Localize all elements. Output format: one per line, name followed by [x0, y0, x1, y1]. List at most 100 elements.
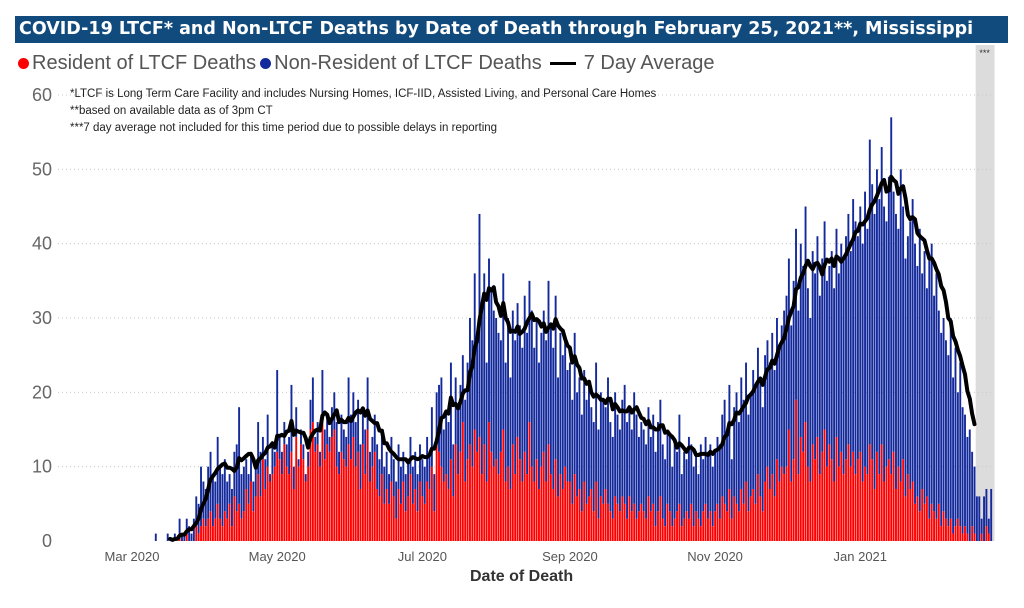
bar-non-resident — [626, 422, 628, 519]
bar-resident — [252, 511, 255, 541]
bar-resident — [238, 503, 241, 541]
bar-non-resident — [845, 236, 847, 460]
bar-non-resident — [185, 518, 188, 534]
bar-non-resident — [426, 436, 429, 482]
bar-resident — [626, 518, 628, 541]
bar-resident — [704, 503, 707, 541]
bar-resident — [518, 459, 521, 541]
bar-resident — [816, 436, 819, 541]
bar-non-resident — [811, 251, 814, 445]
bar-resident — [490, 451, 493, 541]
bar-resident — [328, 451, 331, 541]
bar-non-resident — [956, 392, 959, 519]
x-tick-label: Sep 2020 — [542, 549, 598, 564]
bar-non-resident — [214, 481, 217, 519]
bar-non-resident — [371, 436, 374, 467]
bar-resident — [604, 488, 607, 541]
bar-non-resident — [257, 422, 260, 475]
bar-non-resident — [925, 288, 928, 497]
bar-non-resident — [833, 288, 836, 482]
bar-non-resident — [854, 221, 857, 475]
bar-non-resident — [485, 362, 488, 482]
bar-resident — [561, 488, 564, 541]
bar-resident — [250, 481, 252, 541]
bar-resident — [730, 518, 733, 541]
bar-non-resident — [583, 370, 586, 482]
bar-non-resident — [966, 436, 969, 534]
bar-resident — [495, 459, 498, 541]
bar-resident — [937, 503, 940, 541]
bar-resident — [530, 466, 533, 541]
bar-non-resident — [585, 399, 588, 504]
bar-non-resident — [509, 377, 512, 489]
bar-resident — [821, 451, 824, 541]
bar-non-resident — [369, 451, 371, 482]
bar-non-resident — [945, 340, 947, 519]
bar-resident — [887, 459, 890, 541]
bar-non-resident — [373, 414, 376, 452]
bar-resident — [609, 511, 612, 541]
bar-resident — [266, 466, 269, 541]
bar-resident — [416, 511, 419, 541]
bar-resident — [373, 451, 376, 541]
bar-non-resident — [300, 429, 302, 445]
bar-non-resident — [552, 347, 555, 489]
bar-non-resident — [311, 377, 314, 423]
bar-non-resident — [849, 251, 852, 467]
bar-resident — [833, 481, 836, 541]
bar-non-resident — [266, 414, 269, 467]
bar-non-resident — [842, 258, 845, 475]
bar-non-resident — [390, 436, 393, 482]
bar-resident — [411, 503, 414, 541]
bar-non-resident — [730, 459, 733, 519]
bar-resident — [911, 481, 914, 541]
bar-non-resident — [447, 422, 450, 489]
bar-resident — [745, 481, 747, 541]
bar-non-resident — [980, 518, 983, 534]
bar-resident — [361, 444, 364, 541]
bar-resident — [430, 466, 433, 541]
bar-resident — [878, 474, 881, 541]
bar-non-resident — [749, 392, 752, 497]
bar-resident — [885, 466, 888, 541]
bar-resident — [514, 474, 517, 541]
bar-resident — [783, 474, 786, 541]
bar-resident — [906, 474, 909, 541]
bar-resident — [235, 511, 238, 541]
bar-non-resident — [328, 436, 331, 452]
line-icon — [549, 62, 576, 65]
bar-non-resident — [871, 184, 874, 460]
bar-resident — [935, 518, 938, 541]
bar-non-resident — [630, 429, 633, 512]
bar-non-resident — [433, 474, 436, 512]
bar-non-resident — [271, 444, 274, 475]
legend-item-non-resident[interactable]: Non-Resident of LTCF Deaths — [260, 52, 542, 75]
legend-item-average[interactable]: 7 Day Average — [546, 52, 715, 75]
bar-non-resident — [588, 384, 590, 497]
bar-non-resident — [778, 347, 781, 482]
bar-non-resident — [221, 474, 224, 527]
bar-resident — [247, 503, 250, 541]
bar-resident — [568, 481, 571, 541]
bar-resident — [288, 474, 291, 541]
bar-resident — [585, 503, 588, 541]
bar-resident — [219, 518, 222, 541]
bar-resident — [195, 526, 198, 541]
bar-resident — [357, 451, 360, 541]
bar-non-resident — [407, 459, 410, 497]
bar-non-resident — [245, 459, 248, 489]
bar-non-resident — [561, 355, 564, 489]
bar-resident — [616, 503, 619, 541]
bar-resident — [678, 503, 681, 541]
bar-non-resident — [514, 340, 517, 475]
bar-non-resident — [709, 444, 712, 512]
bar-resident — [338, 474, 341, 541]
bar-non-resident — [357, 399, 360, 452]
legend-item-resident[interactable]: Resident of LTCF Deaths — [18, 52, 256, 75]
bar-non-resident — [735, 392, 738, 504]
bar-non-resident — [404, 474, 407, 512]
bar-resident — [304, 481, 307, 541]
bar-resident — [200, 526, 202, 541]
bar-resident — [852, 451, 855, 541]
bar-non-resident — [659, 399, 662, 497]
